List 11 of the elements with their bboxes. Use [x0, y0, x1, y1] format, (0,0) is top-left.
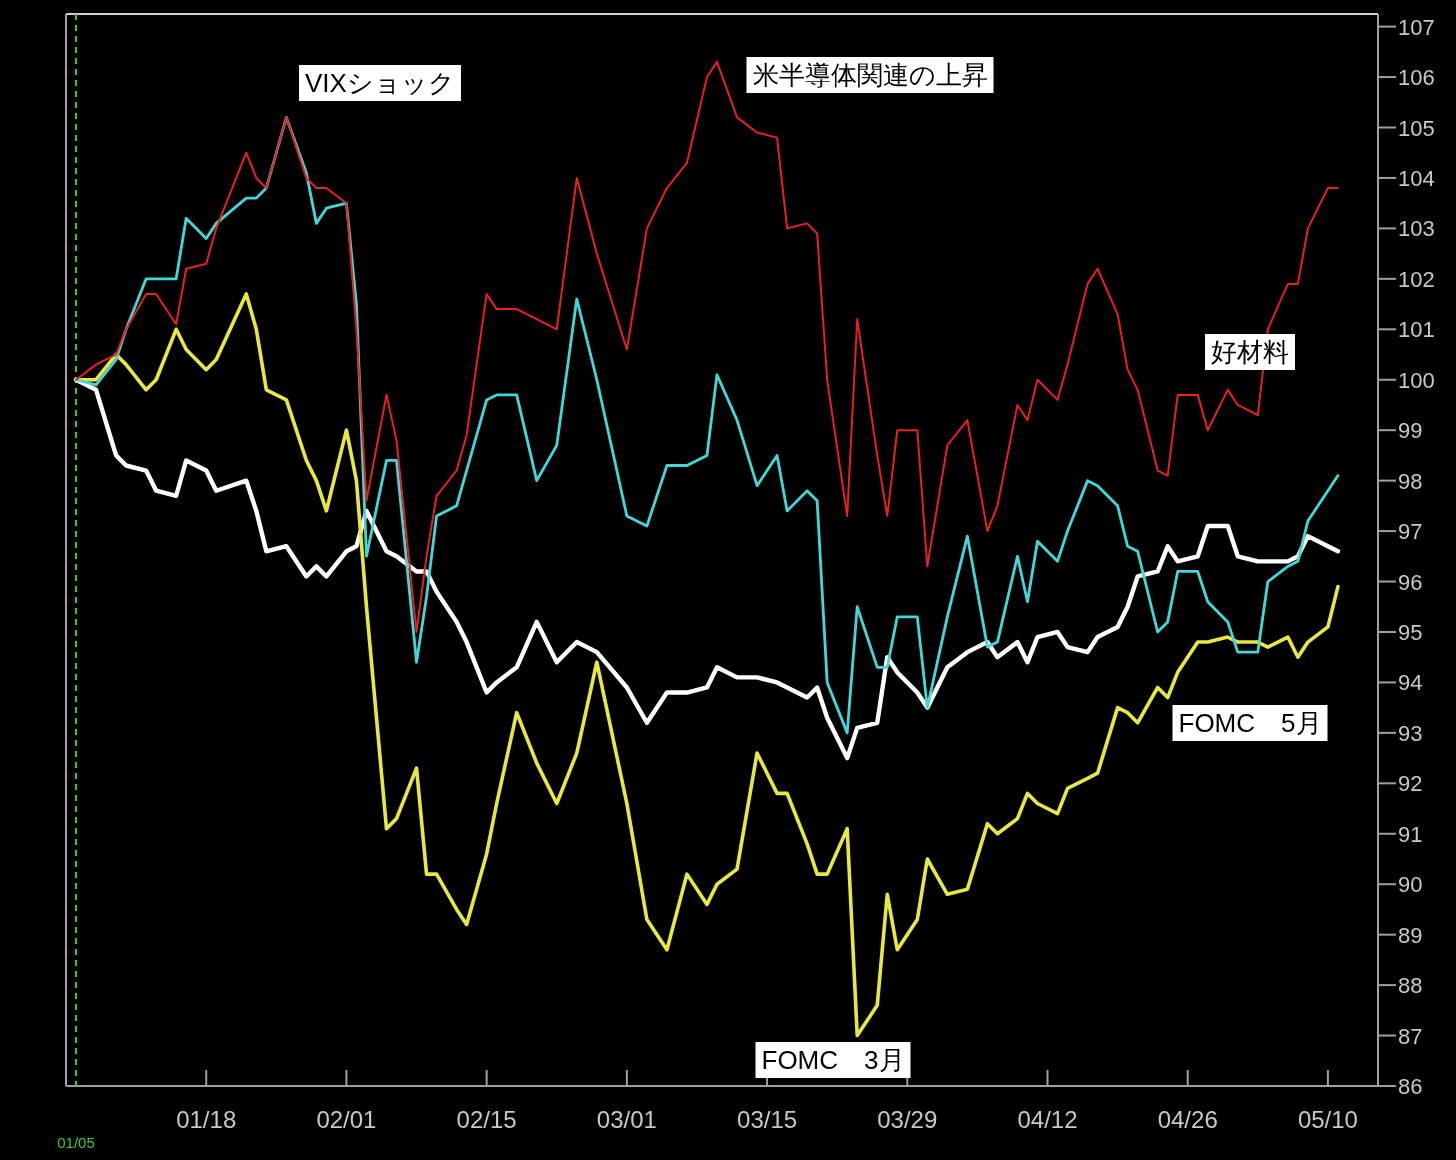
ref-line-label: 01/05: [57, 1134, 95, 1151]
annotation: 好材料: [1205, 334, 1295, 370]
annotation: 好材料: [1211, 337, 1289, 367]
annotation: FOMC 5月: [1178, 708, 1322, 738]
annotation: FOMC 3月: [761, 1045, 905, 1075]
annotation: 米半導体関連の上昇: [752, 60, 988, 90]
annotation: VIXショック: [299, 65, 461, 101]
annotation: FOMC 3月: [755, 1042, 911, 1078]
annotation: VIXショック: [305, 68, 455, 98]
annotation: 米半導体関連の上昇: [746, 57, 994, 93]
annotation: FOMC 5月: [1172, 705, 1328, 741]
